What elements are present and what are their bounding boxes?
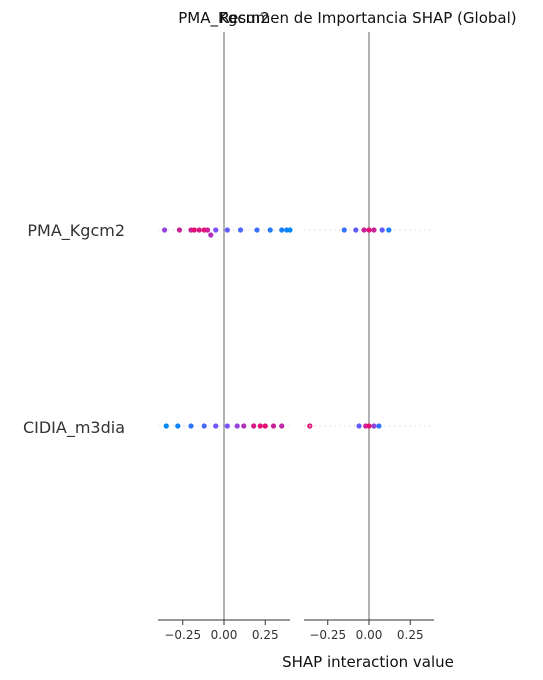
point-0-1-7 xyxy=(241,423,247,429)
point-0-1-0 xyxy=(163,423,169,429)
x-axis-label: SHAP interaction value xyxy=(282,653,454,671)
point-1-0-5 xyxy=(379,227,385,233)
point-0-1-5 xyxy=(224,423,230,429)
feature-label-cidia: CIDIA_m3dia xyxy=(23,418,125,438)
x-tick-label-1-1: 0.00 xyxy=(356,628,383,642)
point-0-1-11 xyxy=(270,423,277,429)
point-0-1-12 xyxy=(279,423,285,429)
point-0-0-4 xyxy=(196,227,202,233)
point-1-1-3 xyxy=(371,423,377,429)
point-1-1-0 xyxy=(356,423,362,429)
point-1-0-0 xyxy=(341,227,347,233)
feature-label-pma: PMA_Kgcm2 xyxy=(27,221,125,241)
point-0-0-0 xyxy=(162,227,168,233)
point-0-1-10 xyxy=(262,423,268,429)
point-1-0-2 xyxy=(361,227,367,233)
point-1-0-3 xyxy=(366,227,372,233)
point-0-1-6 xyxy=(234,423,240,429)
point-1-0-6 xyxy=(386,227,392,233)
x-tick-label-0-1: 0.00 xyxy=(211,628,238,642)
point-0-1-2 xyxy=(188,423,194,429)
point-0-0-7 xyxy=(208,232,214,238)
x-tick-label-0-2: 0.25 xyxy=(252,628,279,642)
point-0-0-8 xyxy=(213,227,219,233)
panel-title-left: PMA_Kgcm2 xyxy=(178,9,270,28)
point-0-0-15 xyxy=(287,227,293,233)
point-0-1-9 xyxy=(257,423,263,429)
point-0-0-13 xyxy=(279,227,285,233)
x-tick-label-0-0: −0.25 xyxy=(164,628,201,642)
panels-layer: −0.25 0.00 0.25 −0.25 0.00 0.25 xyxy=(158,32,434,642)
point-0-1-8 xyxy=(251,423,257,429)
point-0-0-3 xyxy=(191,227,197,233)
point-0-0-1 xyxy=(176,227,183,233)
point-1-0-1 xyxy=(353,227,359,233)
point-0-1-3 xyxy=(201,423,207,429)
point-0-0-12 xyxy=(267,227,273,233)
point-1-1-4 xyxy=(376,423,382,429)
point-1-1-2 xyxy=(366,423,372,429)
point-1-0-4 xyxy=(371,227,377,233)
x-tick-label-1-0: −0.25 xyxy=(309,628,346,642)
point-0-1-1 xyxy=(175,423,181,429)
point-0-0-6 xyxy=(204,227,211,233)
point-0-0-9 xyxy=(224,227,230,233)
panel-title-right: Resumen de Importancia SHAP (Global) xyxy=(219,9,516,27)
point-0-1-4 xyxy=(213,423,219,429)
x-tick-label-1-2: 0.25 xyxy=(397,628,424,642)
point-0-0-10 xyxy=(237,227,244,233)
point-0-0-11 xyxy=(254,227,260,233)
